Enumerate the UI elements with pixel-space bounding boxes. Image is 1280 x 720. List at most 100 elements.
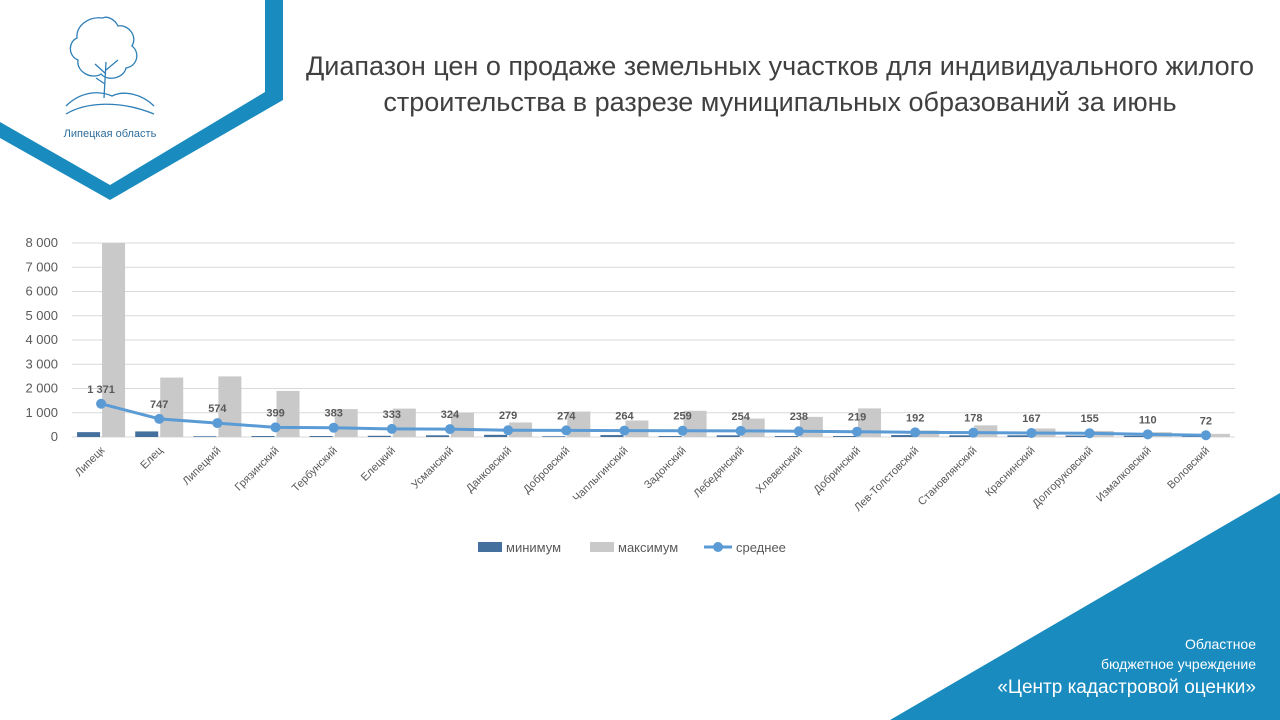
average-point [1200, 430, 1211, 441]
bar-minimum [309, 436, 333, 437]
data-label: 72 [1200, 415, 1212, 427]
average-point [386, 423, 397, 434]
average-point [1026, 427, 1037, 438]
data-label: 155 [1080, 413, 1098, 425]
data-label: 333 [383, 409, 401, 421]
top-left-banner [0, 0, 283, 200]
bar-maximum [102, 243, 126, 437]
series-line-average [100, 402, 1206, 437]
x-tick-label: Задонский [642, 445, 689, 492]
data-label: 110 [1139, 414, 1157, 426]
bar-maximum [276, 390, 300, 437]
average-point [444, 424, 455, 435]
bar-minimum [1123, 435, 1147, 437]
x-tick-label: Данковский [464, 445, 514, 495]
x-tick-label: Становлянский [916, 445, 980, 509]
bar-minimum [542, 436, 566, 437]
data-label: 238 [790, 411, 808, 423]
org-line-1: Областное [1185, 636, 1256, 652]
bar-minimum [251, 436, 275, 437]
bar-maximum [160, 377, 184, 437]
data-label: 192 [906, 412, 924, 424]
x-tick-label: Лебедянский [691, 445, 746, 500]
average-point [1084, 428, 1095, 439]
average-point [1142, 429, 1153, 440]
y-tick-label: 8 000 [25, 235, 58, 250]
average-point [852, 426, 863, 437]
average-point [910, 427, 921, 438]
x-tick-label: Добринский [812, 445, 864, 497]
x-tick-label: Елец [138, 444, 165, 471]
x-tick-label: Липецкий [180, 445, 223, 488]
data-label: 747 [150, 399, 168, 411]
average-point [154, 413, 165, 424]
bar-minimum [77, 432, 101, 437]
y-tick-label: 6 000 [25, 284, 58, 299]
x-tick-label: Чаплыгинский [571, 445, 631, 505]
bar-minimum [1007, 435, 1031, 437]
x-tick-label: Хлевенский [754, 445, 805, 496]
data-label: 259 [673, 411, 691, 423]
x-tick-label: Долгоруковский [1030, 445, 1096, 511]
y-axis-ticks: 0 1 000 2 000 3 000 4 000 5 000 6 000 7 000 8 00… [25, 235, 58, 444]
y-tick-label: 5 000 [25, 308, 58, 323]
x-tick-label: Грязинский [233, 445, 282, 494]
y-tick-label: 1 000 [25, 405, 58, 420]
legend-label-minimum: минимум [506, 540, 561, 555]
average-line: 1 371 747 574 399 383 333 324 279 274 264 259 254 23… [87, 384, 1212, 441]
bar-maximum [858, 408, 882, 437]
data-label: 1 371 [87, 384, 115, 396]
bar-minimum [949, 435, 973, 437]
x-tick-label: Воловский [1165, 445, 1212, 492]
bar-minimum [658, 436, 682, 437]
data-label: 219 [848, 412, 866, 424]
bar-minimum [135, 431, 159, 437]
slide-title: Диапазон цен о продаже земельных участко… [306, 51, 1254, 117]
y-tick-label: 7 000 [25, 259, 58, 274]
average-point [503, 425, 514, 436]
tree-logo-icon [65, 16, 155, 115]
average-point [619, 425, 630, 436]
data-label: 178 [964, 413, 982, 425]
data-label: 264 [615, 411, 634, 423]
x-tick-label: Добровский [521, 445, 572, 496]
x-tick-label: Тербунский [290, 445, 340, 495]
x-axis-labels: Липецк Елец Липецкий Грязинский Тербунский Ел… [73, 444, 1212, 514]
organization-block: Областное бюджетное учреждение «Центр ка… [997, 634, 1256, 702]
average-point [561, 425, 572, 436]
average-point [212, 418, 223, 429]
x-tick-label: Краснинский [983, 445, 1037, 499]
x-tick-label: Липецк [73, 445, 107, 479]
legend-label-average: среднее [736, 540, 786, 555]
price-range-chart: 0 1 000 2 000 3 000 4 000 5 000 6 000 7 000 8 00… [25, 235, 1235, 555]
legend-swatch-maximum [590, 542, 614, 552]
average-point [735, 425, 746, 436]
chart-legend: минимум максимум среднее [478, 540, 786, 555]
bar-minimum [367, 435, 391, 437]
bar-maximum [218, 376, 242, 437]
org-line-2: бюджетное учреждение [1100, 656, 1256, 672]
bar-minimum [716, 435, 740, 437]
x-tick-label: Усманский [409, 445, 456, 492]
bar-minimum [193, 436, 217, 437]
average-point [328, 422, 339, 433]
bar-minimum [484, 434, 508, 437]
data-label: 167 [1022, 413, 1040, 425]
average-point [968, 427, 979, 438]
data-label: 274 [557, 410, 576, 422]
data-label: 574 [208, 403, 227, 415]
logo-caption: Липецкая область [63, 128, 157, 140]
legend-swatch-minimum [478, 542, 502, 552]
x-tick-label: Измалковский [1094, 445, 1154, 505]
average-point [270, 422, 281, 433]
bar-minimum [600, 435, 624, 437]
average-point [793, 426, 804, 437]
bar-minimum [1065, 435, 1089, 437]
grid-lines [72, 242, 1235, 438]
data-label: 279 [499, 410, 517, 422]
bar-maximum [625, 420, 649, 437]
y-tick-label: 3 000 [25, 356, 58, 371]
data-label: 399 [266, 407, 284, 419]
bar-minimum [891, 435, 915, 437]
